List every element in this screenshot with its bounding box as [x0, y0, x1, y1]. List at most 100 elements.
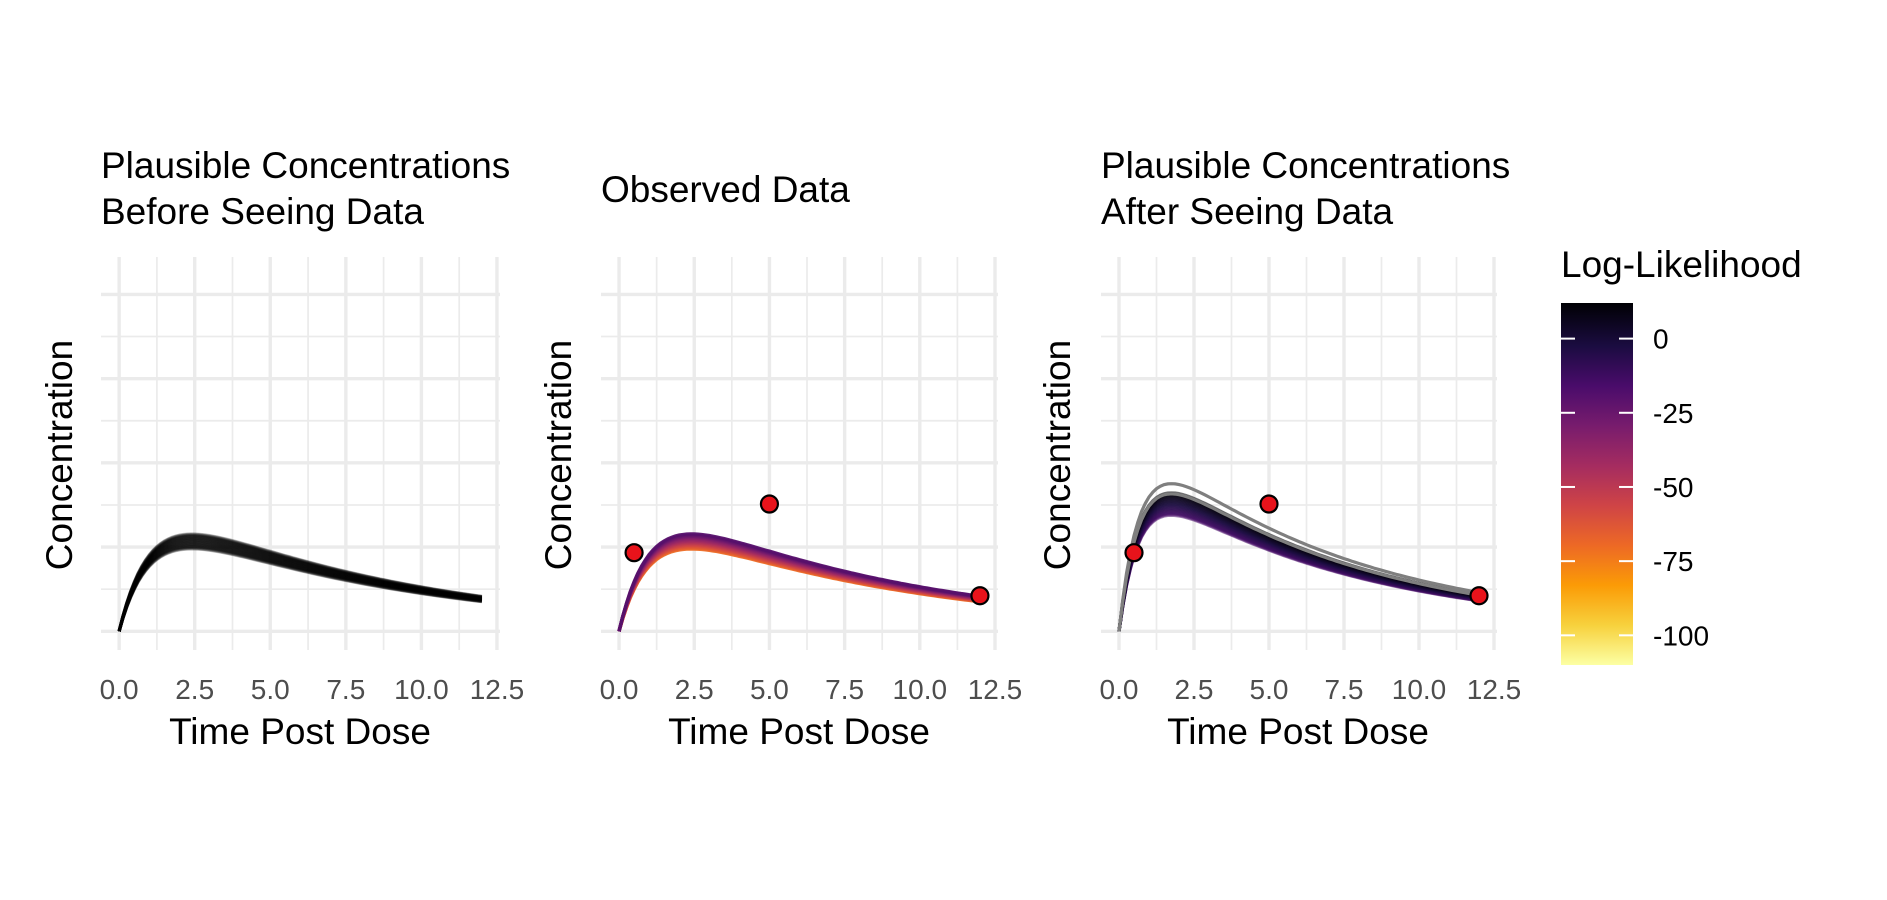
x-tick-label: 2.5	[1175, 674, 1214, 705]
panel-prior: Plausible Concentrations Before Seeing D…	[39, 145, 524, 752]
likelihood-curve	[117, 542, 483, 632]
panel-prior-x-axis-title: Time Post Dose	[169, 711, 431, 752]
panel-posterior-y-axis-title: Concentration	[1037, 340, 1078, 570]
panel-observed-title: Observed Data	[601, 169, 850, 210]
likelihood-curve	[1117, 510, 1480, 632]
likelihood-curve	[117, 537, 483, 632]
likelihood-curve	[1117, 508, 1480, 632]
x-tick-label: 7.5	[825, 674, 864, 705]
likelihood-curve	[117, 542, 483, 632]
likelihood-curve	[117, 535, 483, 632]
likelihood-curve	[117, 546, 483, 632]
x-tick-label: 10.0	[893, 674, 948, 705]
likelihood-curve	[117, 538, 483, 632]
likelihood-curve	[1117, 508, 1480, 632]
panel-posterior-points	[1124, 494, 1489, 606]
panel-prior-y-axis-title: Concentration	[39, 340, 80, 570]
likelihood-curve	[1117, 501, 1480, 632]
likelihood-curve	[117, 532, 483, 632]
panel-prior-curves	[117, 532, 483, 632]
colorbar-ticks: 0 -25 -50 -75 -100	[1561, 324, 1709, 651]
likelihood-curve	[117, 540, 483, 632]
likelihood-curve	[117, 536, 483, 632]
colorbar-tick-label: -75	[1653, 546, 1693, 577]
colorbar	[1561, 303, 1633, 665]
likelihood-curve	[117, 533, 483, 632]
likelihood-curve	[1117, 499, 1480, 632]
likelihood-curve	[1117, 513, 1480, 632]
panel-observed-points	[624, 494, 990, 606]
x-tick-label: 10.0	[1392, 674, 1447, 705]
x-tick-label: 0.0	[1100, 674, 1139, 705]
likelihood-curve	[117, 532, 483, 632]
likelihood-curve	[1117, 497, 1480, 632]
likelihood-curve	[1117, 492, 1480, 632]
likelihood-curve	[117, 534, 483, 632]
likelihood-curve	[1117, 507, 1480, 632]
likelihood-curve	[117, 546, 483, 632]
x-tick-label: 12.5	[968, 674, 1023, 705]
likelihood-curve	[117, 540, 483, 632]
observed-point	[970, 586, 990, 606]
x-tick-label: 10.0	[394, 674, 449, 705]
x-tick-label: 2.5	[175, 674, 214, 705]
likelihood-curve	[117, 544, 483, 632]
likelihood-curve	[117, 540, 483, 632]
observed-point	[1469, 586, 1489, 606]
colorbar-tick-label: 0	[1653, 324, 1669, 355]
likelihood-curve	[117, 544, 483, 632]
likelihood-curve	[617, 537, 981, 632]
likelihood-curve	[1117, 503, 1480, 632]
panel-observed: Observed Data 0.0 2.5 5.0 7.5 10.0 12.5 Time …	[538, 169, 1022, 752]
likelihood-curve	[117, 533, 483, 632]
likelihood-curve	[117, 538, 483, 632]
likelihood-curve	[117, 535, 483, 632]
likelihood-curve	[117, 543, 483, 632]
likelihood-curve	[117, 534, 483, 632]
likelihood-curve	[1117, 505, 1480, 632]
likelihood-curve	[1117, 482, 1480, 632]
likelihood-curve	[117, 537, 483, 632]
likelihood-curve	[117, 539, 483, 632]
panel-observed-grid	[601, 257, 998, 650]
likelihood-curve	[117, 543, 483, 632]
panel-observed-y-axis-title: Concentration	[538, 340, 579, 570]
likelihood-curve	[1117, 495, 1480, 632]
panel-posterior-title-line2: After Seeing Data	[1101, 191, 1393, 232]
likelihood-curve	[117, 538, 483, 632]
colorbar-tick-label: -50	[1653, 472, 1693, 503]
likelihood-curve	[117, 545, 483, 632]
likelihood-curve	[1117, 496, 1480, 632]
colorbar-tick-label: -100	[1653, 620, 1709, 651]
panel-posterior-x-axis-title: Time Post Dose	[1167, 711, 1429, 752]
likelihood-curve	[117, 545, 483, 632]
x-tick-label: 7.5	[1325, 674, 1364, 705]
x-tick-label: 5.0	[1250, 674, 1289, 705]
likelihood-curve	[117, 541, 483, 632]
panel-observed-curves	[617, 532, 981, 632]
likelihood-curve	[1117, 512, 1480, 632]
likelihood-curve	[1117, 512, 1480, 632]
likelihood-curve	[117, 535, 483, 632]
likelihood-curve	[117, 533, 483, 632]
likelihood-curve	[117, 542, 483, 632]
likelihood-curve	[1117, 506, 1480, 632]
likelihood-curve	[1117, 505, 1480, 632]
legend-title: Log-Likelihood	[1561, 244, 1802, 285]
likelihood-curve	[1117, 501, 1480, 632]
x-tick-label: 7.5	[326, 674, 365, 705]
panel-prior-title-line1: Plausible Concentrations	[101, 145, 510, 186]
observed-point	[624, 543, 644, 563]
panel-prior-x-ticks: 0.0 2.5 5.0 7.5 10.0 12.5	[100, 674, 525, 705]
likelihood-curve	[1117, 504, 1480, 632]
x-tick-label: 0.0	[600, 674, 639, 705]
likelihood-curve	[1117, 500, 1480, 632]
likelihood-curve	[617, 539, 981, 632]
panel-posterior-curves	[1117, 482, 1480, 632]
likelihood-curve	[117, 536, 483, 632]
likelihood-curve	[1117, 498, 1480, 632]
likelihood-curve	[117, 547, 483, 632]
x-tick-label: 2.5	[675, 674, 714, 705]
likelihood-curve	[1117, 498, 1480, 632]
colorbar-tick-label: -25	[1653, 398, 1693, 429]
